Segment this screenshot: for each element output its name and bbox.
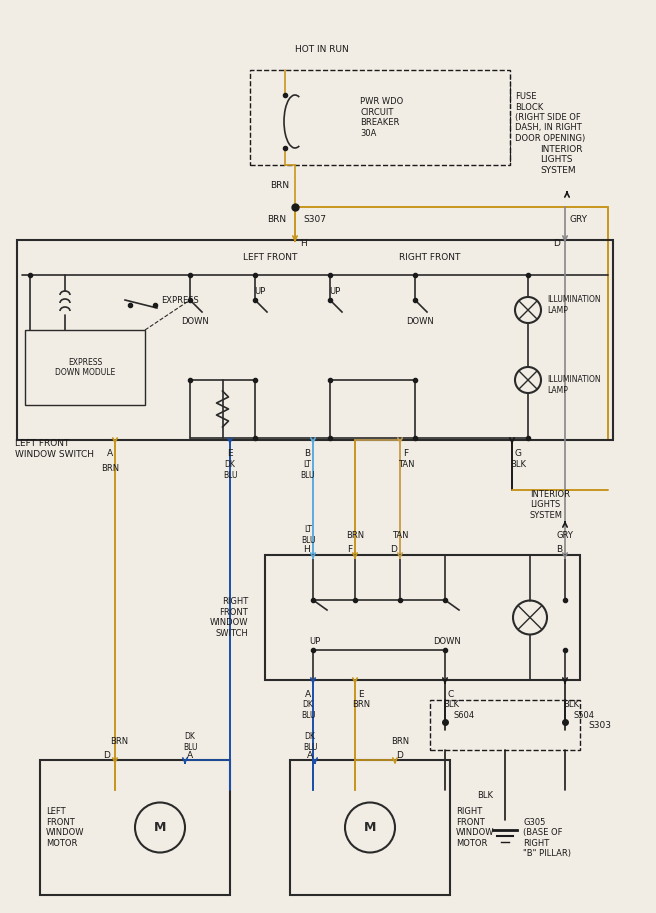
Text: RIGHT
FRONT
WINDOW
SWITCH: RIGHT FRONT WINDOW SWITCH: [209, 597, 248, 637]
Text: EXPRESS
DOWN MODULE: EXPRESS DOWN MODULE: [55, 358, 115, 377]
Text: LT
BLU: LT BLU: [300, 525, 316, 545]
Text: D: D: [397, 750, 403, 760]
Text: DK
BLU: DK BLU: [300, 700, 316, 719]
Text: H: H: [300, 238, 307, 247]
Text: BRN: BRN: [391, 738, 409, 747]
Text: BRN: BRN: [101, 464, 119, 473]
Text: M: M: [154, 821, 166, 834]
Text: RIGHT FRONT: RIGHT FRONT: [400, 254, 461, 263]
Bar: [290, 760, 450, 895]
Text: B: B: [304, 449, 310, 458]
Text: UP: UP: [255, 288, 266, 297]
Text: DK
BLU: DK BLU: [303, 732, 318, 751]
Text: D: D: [103, 750, 110, 760]
Text: DOWN: DOWN: [181, 318, 209, 327]
Text: S307: S307: [303, 215, 326, 224]
Text: LEFT FRONT: LEFT FRONT: [243, 254, 297, 263]
Text: D: D: [553, 238, 560, 247]
Text: F: F: [347, 545, 352, 554]
Text: BRN: BRN: [110, 738, 128, 747]
Text: RIGHT
FRONT
WINDOW
MOTOR: RIGHT FRONT WINDOW MOTOR: [456, 807, 495, 847]
Text: LEFT FRONT
WINDOW SWITCH: LEFT FRONT WINDOW SWITCH: [15, 439, 94, 458]
Text: S604: S604: [453, 711, 474, 720]
Text: B: B: [556, 545, 562, 554]
Text: TAN: TAN: [392, 530, 408, 540]
Text: GRY: GRY: [556, 530, 573, 540]
Text: BLK: BLK: [510, 459, 526, 468]
Text: M: M: [364, 821, 376, 834]
Text: A: A: [187, 750, 193, 760]
Text: HOT IN RUN: HOT IN RUN: [295, 46, 349, 55]
Text: FUSE
BLOCK
(RIGHT SIDE OF
DASH, IN RIGHT
DOOR OPENING): FUSE BLOCK (RIGHT SIDE OF DASH, IN RIGHT…: [515, 92, 585, 142]
Text: E: E: [227, 449, 233, 458]
Text: A: A: [307, 750, 313, 760]
Text: BLK: BLK: [563, 699, 579, 708]
Text: BLK: BLK: [477, 791, 493, 800]
Text: DOWN: DOWN: [433, 637, 461, 646]
Text: S504: S504: [573, 711, 594, 720]
Text: UP: UP: [329, 288, 340, 297]
Text: UP: UP: [310, 637, 321, 646]
Text: GRY: GRY: [570, 215, 588, 225]
Text: DOWN: DOWN: [406, 318, 434, 327]
Text: BRN: BRN: [270, 181, 289, 190]
Text: G: G: [514, 449, 522, 458]
Text: LEFT
FRONT
WINDOW
MOTOR: LEFT FRONT WINDOW MOTOR: [46, 807, 85, 847]
Text: BRN: BRN: [352, 699, 370, 708]
Bar: [430, 700, 580, 750]
Text: DK
BLU: DK BLU: [223, 460, 237, 479]
Bar: [265, 555, 580, 680]
Text: S303: S303: [588, 720, 611, 729]
Bar: [17, 240, 613, 440]
Bar: [40, 760, 230, 895]
Text: A: A: [305, 689, 311, 698]
Text: PWR WDO
CIRCUIT
BREAKER
30A: PWR WDO CIRCUIT BREAKER 30A: [360, 98, 403, 138]
Text: F: F: [403, 449, 409, 458]
Text: INTERIOR
LIGHTS
SYSTEM: INTERIOR LIGHTS SYSTEM: [530, 490, 570, 519]
Bar: [250, 70, 510, 165]
Text: BRN: BRN: [268, 215, 287, 225]
Text: A: A: [107, 449, 113, 458]
Text: BRN: BRN: [346, 530, 364, 540]
Text: INTERIOR
LIGHTS
SYSTEM: INTERIOR LIGHTS SYSTEM: [540, 145, 583, 175]
Text: ILLUMINATION
LAMP: ILLUMINATION LAMP: [547, 295, 601, 315]
Text: G305
(BASE OF
RIGHT
"B" PILLAR): G305 (BASE OF RIGHT "B" PILLAR): [523, 818, 571, 858]
Text: C: C: [448, 689, 454, 698]
Text: BLK: BLK: [443, 699, 459, 708]
Text: EXPRESS: EXPRESS: [161, 297, 199, 306]
Text: D: D: [390, 545, 397, 554]
Bar: [25, 330, 145, 405]
Text: E: E: [358, 689, 364, 698]
Text: ILLUMINATION
LAMP: ILLUMINATION LAMP: [547, 375, 601, 394]
Text: H: H: [303, 545, 310, 554]
Text: DK
BLU: DK BLU: [183, 732, 197, 751]
Text: LT
BLU: LT BLU: [300, 460, 314, 479]
Text: TAN: TAN: [398, 459, 414, 468]
